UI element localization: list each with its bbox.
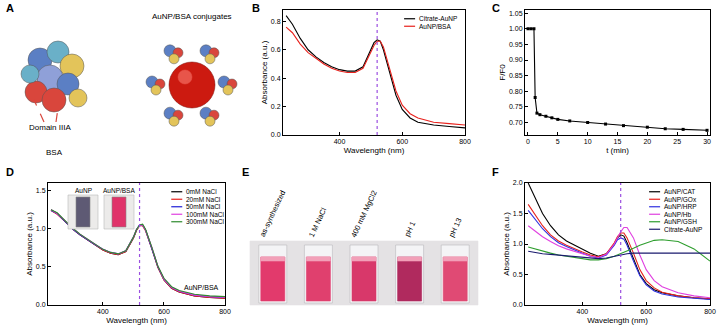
svg-text:AuNP: AuNP: [75, 187, 92, 194]
svg-text:BSA: BSA: [46, 148, 63, 157]
svg-text:0.75: 0.75: [509, 103, 523, 110]
svg-text:AuNP/GSH: AuNP/GSH: [664, 218, 697, 225]
svg-text:400: 400: [97, 308, 109, 315]
svg-text:100mM NaCl: 100mM NaCl: [186, 211, 224, 218]
svg-text:25: 25: [673, 138, 681, 145]
svg-text:1.5: 1.5: [513, 210, 523, 217]
svg-text:2.0: 2.0: [513, 179, 523, 186]
svg-text:0mM NaCl: 0mM NaCl: [186, 188, 217, 195]
svg-text:E: E: [242, 166, 249, 178]
svg-text:F/F0: F/F0: [498, 64, 507, 81]
svg-text:600: 600: [640, 308, 652, 315]
svg-text:AuNP/Hb: AuNP/Hb: [664, 211, 691, 218]
svg-text:t (min): t (min): [606, 146, 629, 155]
svg-text:AuNP/BSA: AuNP/BSA: [103, 187, 135, 194]
svg-text:0.90: 0.90: [509, 56, 523, 63]
svg-text:as-synthesized: as-synthesized: [258, 189, 287, 238]
svg-text:0.95: 0.95: [509, 41, 523, 48]
svg-text:1.00: 1.00: [509, 25, 523, 32]
svg-text:0: 0: [526, 138, 530, 145]
svg-text:1.0: 1.0: [36, 225, 46, 232]
svg-text:0.4: 0.4: [271, 75, 281, 82]
svg-text:Wavelength (nm): Wavelength (nm): [587, 316, 648, 325]
svg-text:AuNP/BSA: AuNP/BSA: [184, 284, 219, 291]
svg-text:400: 400: [577, 308, 589, 315]
svg-text:AuNP/BSA conjugates: AuNP/BSA conjugates: [152, 12, 232, 21]
svg-text:1.5: 1.5: [36, 187, 46, 194]
svg-text:Domain IIIA: Domain IIIA: [29, 123, 71, 132]
svg-text:300mM NaCl: 300mM NaCl: [186, 218, 224, 225]
svg-text:10: 10: [584, 138, 592, 145]
svg-text:Absorbance (a.u.): Absorbance (a.u.): [25, 212, 34, 276]
svg-text:20: 20: [643, 138, 651, 145]
svg-text:Absorbance (a.u.): Absorbance (a.u.): [260, 40, 269, 104]
svg-text:pH 1: pH 1: [403, 220, 418, 238]
svg-text:AuNP/GOx: AuNP/GOx: [664, 196, 697, 203]
svg-text:Wavelength (nm): Wavelength (nm): [106, 316, 167, 325]
svg-text:5: 5: [556, 138, 560, 145]
svg-text:15: 15: [614, 138, 622, 145]
svg-text:400: 400: [334, 138, 346, 145]
svg-text:0.0: 0.0: [271, 131, 281, 138]
svg-text:AuNP/HRP: AuNP/HRP: [664, 203, 697, 210]
svg-text:AuNP/BSA: AuNP/BSA: [419, 23, 451, 30]
svg-text:50mM NaCl: 50mM NaCl: [186, 203, 221, 210]
svg-text:20mM NaCl: 20mM NaCl: [186, 196, 221, 203]
svg-text:C: C: [492, 2, 500, 14]
svg-text:AuNP/CAT: AuNP/CAT: [664, 188, 695, 195]
svg-text:1.0: 1.0: [513, 240, 523, 247]
svg-text:800: 800: [219, 308, 231, 315]
svg-text:800: 800: [459, 138, 471, 145]
svg-text:Absorbance (a.u.): Absorbance (a.u.): [502, 212, 511, 276]
svg-text:1.05: 1.05: [509, 10, 523, 17]
svg-text:600: 600: [158, 308, 170, 315]
svg-text:800: 800: [704, 308, 716, 315]
svg-text:A: A: [6, 2, 14, 14]
svg-text:0.2: 0.2: [271, 103, 281, 110]
svg-text:30: 30: [703, 138, 711, 145]
svg-text:400 mM MgCl2: 400 mM MgCl2: [349, 189, 379, 239]
svg-text:0.6: 0.6: [271, 46, 281, 53]
svg-text:0.0: 0.0: [513, 301, 523, 308]
svg-text:1 M NaCl: 1 M NaCl: [307, 206, 329, 238]
svg-text:F: F: [492, 166, 499, 178]
svg-text:pH 13: pH 13: [447, 217, 464, 239]
svg-text:0.5: 0.5: [36, 263, 46, 270]
svg-text:0.8: 0.8: [271, 18, 281, 25]
svg-text:Wavelength (nm): Wavelength (nm): [344, 146, 405, 155]
svg-text:D: D: [6, 166, 14, 178]
svg-text:0.85: 0.85: [509, 72, 523, 79]
svg-text:Citrate-AuNP: Citrate-AuNP: [664, 226, 702, 233]
svg-text:0.70: 0.70: [509, 119, 523, 126]
svg-text:600: 600: [396, 138, 408, 145]
svg-text:Citrate-AuNP: Citrate-AuNP: [419, 15, 457, 22]
svg-text:0.0: 0.0: [36, 301, 46, 308]
svg-text:0.5: 0.5: [513, 271, 523, 278]
svg-text:0.80: 0.80: [509, 88, 523, 95]
svg-text:B: B: [252, 2, 260, 14]
